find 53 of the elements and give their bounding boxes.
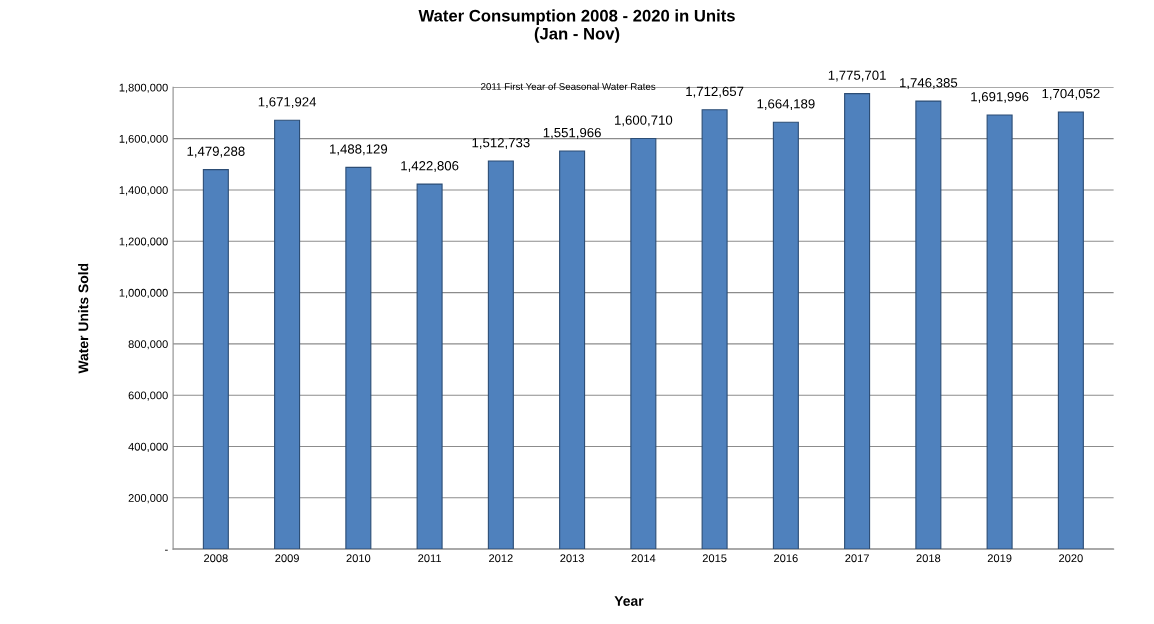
data-label: 1,512,733 [472, 137, 530, 149]
data-label: 1,600,710 [615, 115, 673, 127]
x-tick-label: 2011 [418, 554, 442, 563]
y-tick-label: 1,400,000 [119, 186, 168, 196]
bar [701, 109, 728, 550]
data-label: 1,746,385 [900, 78, 958, 89]
y-tick-label: - [165, 549, 168, 551]
data-label: 1,704,052 [1042, 88, 1100, 100]
x-tick-label: 2010 [346, 554, 371, 563]
x-tick-label: 2017 [845, 554, 869, 563]
data-label: 1,551,966 [543, 127, 601, 139]
x-tick-label: 2015 [702, 554, 727, 563]
annotation: 2011 First Year of Seasonal Water Rates [481, 82, 656, 90]
chart-title: Water Consumption 2008 - 2020 in Units (Jan - Nov) [418, 9, 735, 43]
y-tick-label: 1,000,000 [119, 288, 168, 299]
data-label: 1,671,924 [258, 97, 317, 109]
data-label: 1,488,129 [330, 144, 388, 156]
bar [274, 119, 301, 550]
bar [416, 183, 443, 550]
x-tick-label: 2018 [916, 554, 941, 563]
bar [202, 169, 229, 550]
x-tick-label: 2019 [987, 554, 1012, 563]
x-tick-label: 2020 [1059, 554, 1083, 563]
bar [915, 100, 942, 550]
x-tick-label: 2008 [204, 554, 228, 563]
y-tick-label: 200,000 [128, 494, 168, 504]
x-tick-label: 2014 [631, 554, 656, 563]
bar [559, 150, 586, 550]
y-tick-label: 1,800,000 [119, 83, 168, 93]
bar [844, 93, 871, 550]
data-label: 1,712,657 [686, 86, 744, 98]
y-tick-label: 1,600,000 [119, 134, 168, 145]
x-axis-title: Year [614, 596, 644, 606]
y-axis-title: Water Units Sold [78, 263, 89, 374]
x-tick-label: 2009 [275, 554, 299, 563]
bar [986, 114, 1013, 550]
y-tick-label: 800,000 [128, 340, 168, 350]
y-tick-label: 600,000 [128, 391, 168, 401]
bar [345, 166, 372, 550]
x-tick-label: 2012 [489, 554, 513, 563]
bar [630, 137, 657, 550]
y-tick-label: 400,000 [128, 442, 168, 452]
bar [487, 160, 514, 550]
bar [772, 121, 799, 550]
y-tick-label: 1,200,000 [119, 237, 168, 247]
data-label: 1,479,288 [187, 146, 245, 158]
data-label: 1,775,701 [828, 70, 886, 82]
x-tick-label: 2013 [560, 554, 584, 563]
bar [1057, 111, 1084, 550]
data-label: 1,422,806 [401, 161, 459, 172]
x-tick-label: 2016 [774, 554, 798, 563]
data-label: 1,691,996 [971, 92, 1029, 103]
data-label: 1,664,189 [757, 99, 815, 111]
